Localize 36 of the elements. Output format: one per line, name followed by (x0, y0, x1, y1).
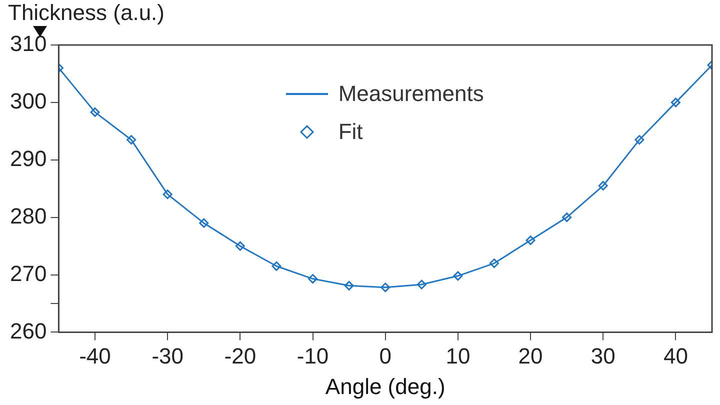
y-axis-title: Thickness (a.u.) (8, 0, 164, 26)
x-tick-label: 0 (379, 343, 392, 368)
x-axis-title: Angle (deg.) (325, 374, 446, 399)
y-tick-label: 280 (10, 203, 47, 228)
y-tick-label: 270 (10, 260, 47, 286)
y-tick-label: 290 (10, 146, 47, 171)
point (308, 274, 318, 284)
x-tick-label: 10 (446, 343, 470, 368)
legend-label: Fit (338, 119, 363, 145)
point (235, 241, 245, 251)
point (126, 135, 136, 145)
point (598, 180, 608, 190)
x-tick-label: -40 (79, 343, 111, 368)
point (634, 135, 644, 145)
point (670, 98, 680, 108)
point (199, 218, 209, 228)
x-tick-label: -10 (296, 343, 329, 368)
point (526, 236, 536, 246)
y-tick-label: 310 (10, 31, 47, 56)
point (344, 280, 354, 290)
point (272, 261, 282, 271)
y-tick-label: 260 (10, 318, 47, 344)
point (380, 282, 390, 292)
x-tick-label: 40 (663, 343, 688, 368)
x-tick-label: -30 (152, 343, 184, 368)
legend-label: Measurements (338, 81, 484, 107)
point (453, 271, 463, 281)
x-tick-label: -20 (224, 343, 256, 368)
point (416, 280, 426, 290)
x-tick-label: 20 (518, 343, 543, 368)
x-tick-label: 30 (590, 343, 616, 368)
point (562, 212, 572, 222)
point (489, 258, 499, 268)
y-tick-label: 300 (10, 88, 47, 114)
point (90, 107, 100, 117)
point (162, 190, 172, 200)
